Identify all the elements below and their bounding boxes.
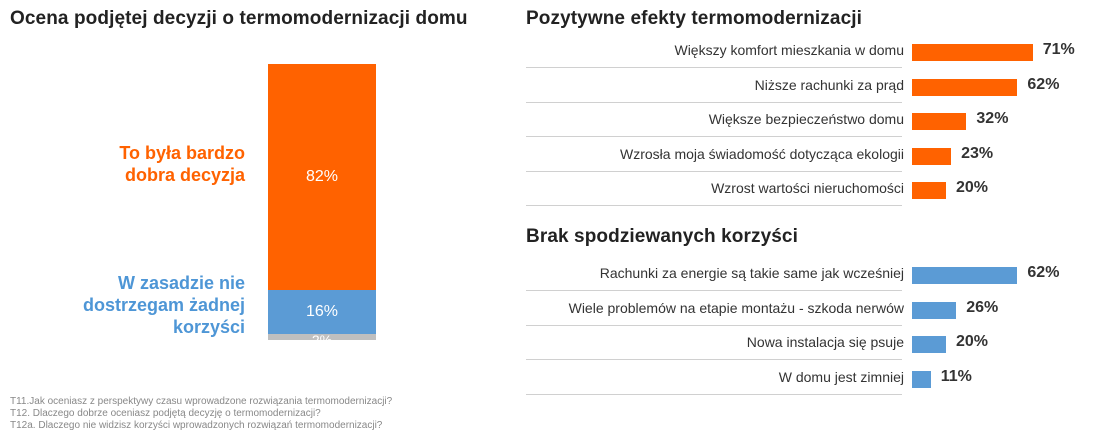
- row-divider: [526, 359, 902, 360]
- row-divider: [526, 324, 902, 326]
- bar: [912, 44, 1033, 61]
- row-divider: [526, 205, 902, 206]
- bar-value-label: 62%: [1027, 264, 1060, 281]
- bar-row: W domu jest zimniej 11%: [526, 362, 1100, 396]
- bar-value-label: 20%: [956, 179, 989, 196]
- bar-value-label: 62%: [1027, 75, 1060, 93]
- bar-category-label: Nowa instalacja się psuje: [746, 334, 904, 350]
- bar-category-label: Większy komfort mieszkania w domu: [674, 42, 904, 58]
- bar: [912, 182, 946, 199]
- row-divider: [526, 67, 902, 68]
- row-divider: [526, 393, 902, 395]
- stacked-segment-label: 2%: [311, 332, 333, 349]
- bar-category-label: Niższe rachunki za prąd: [754, 76, 904, 93]
- footnote-t12: T12. Dlaczego dobrze oceniasz podjętą de…: [10, 408, 321, 419]
- bar-value-label: 71%: [1042, 41, 1075, 58]
- bar-value-label: 32%: [976, 110, 1009, 127]
- footnote-t12a: T12a. Dlaczego nie widzisz korzyści wpro…: [10, 420, 383, 431]
- stacked-segment-2: 2%: [268, 332, 376, 348]
- row-divider: [526, 136, 902, 137]
- bar-category-label: Większe bezpieczeństwo domu: [708, 111, 904, 127]
- stacked-segment-0: 82%: [268, 64, 376, 291]
- row-divider: [526, 170, 902, 172]
- left-chart-title: Ocena podjętej decyzji o termomodernizac…: [10, 8, 468, 29]
- bar-row: Większy komfort mieszkania w domu 71%: [526, 35, 1100, 69]
- bar: [912, 301, 957, 319]
- bar-row: Niższe rachunki za prąd 62%: [526, 70, 1100, 104]
- bar-value-label: 26%: [966, 298, 999, 316]
- no-benefits-title: Brak spodziewanych korzyści: [526, 226, 798, 247]
- footnote-t11: T11.Jak oceniasz z perspektywy czasu wpr…: [10, 396, 393, 407]
- bar-value-label: 11%: [940, 367, 972, 385]
- bar: [912, 147, 952, 165]
- category-label-good-decision: To była bardzo dobra decyzja: [119, 143, 245, 185]
- bar-row: Wiele problemów na etapie montażu - szko…: [526, 293, 1100, 327]
- bar-value-label: 23%: [961, 144, 994, 162]
- stacked-segment-label: 16%: [305, 303, 339, 321]
- stacked-segment-label: 82%: [305, 168, 339, 186]
- bar-category-label: Wzrosła moja świadomość dotycząca ekolog…: [620, 145, 904, 162]
- bar: [912, 336, 946, 353]
- stacked-segment-1: 16%: [268, 290, 376, 335]
- bar: [912, 267, 1018, 284]
- category-label-no-benefit: W zasadzie nie dostrzegam żadnej korzyśc…: [82, 273, 245, 337]
- row-divider: [526, 101, 902, 103]
- bar-value-label: 20%: [956, 333, 989, 350]
- bar-category-label: Rachunki za energie są takie same jak wc…: [599, 265, 904, 281]
- bar-category-label: W domu jest zimniej: [778, 368, 904, 385]
- bar: [912, 78, 1018, 96]
- stacked-decision-bar: 82% 16% 2%: [268, 64, 376, 348]
- positive-effects-title: Pozytywne efekty termomodernizacji: [526, 8, 863, 29]
- bar-category-label: Wzrost wartości nieruchomości: [711, 180, 904, 196]
- bar: [912, 370, 931, 388]
- bar-row: Nowa instalacja się psuje 20%: [526, 327, 1100, 361]
- row-divider: [526, 290, 902, 291]
- bar-row: Większe bezpieczeństwo domu 32%: [526, 104, 1100, 138]
- bar: [912, 113, 967, 130]
- bar-row: Rachunki za energie są takie same jak wc…: [526, 258, 1100, 292]
- bar-category-label: Wiele problemów na etapie montażu - szko…: [568, 299, 904, 316]
- bar-row: Wzrost wartości nieruchomości 20%: [526, 173, 1100, 207]
- bar-row: Wzrosła moja świadomość dotycząca ekolog…: [526, 139, 1100, 173]
